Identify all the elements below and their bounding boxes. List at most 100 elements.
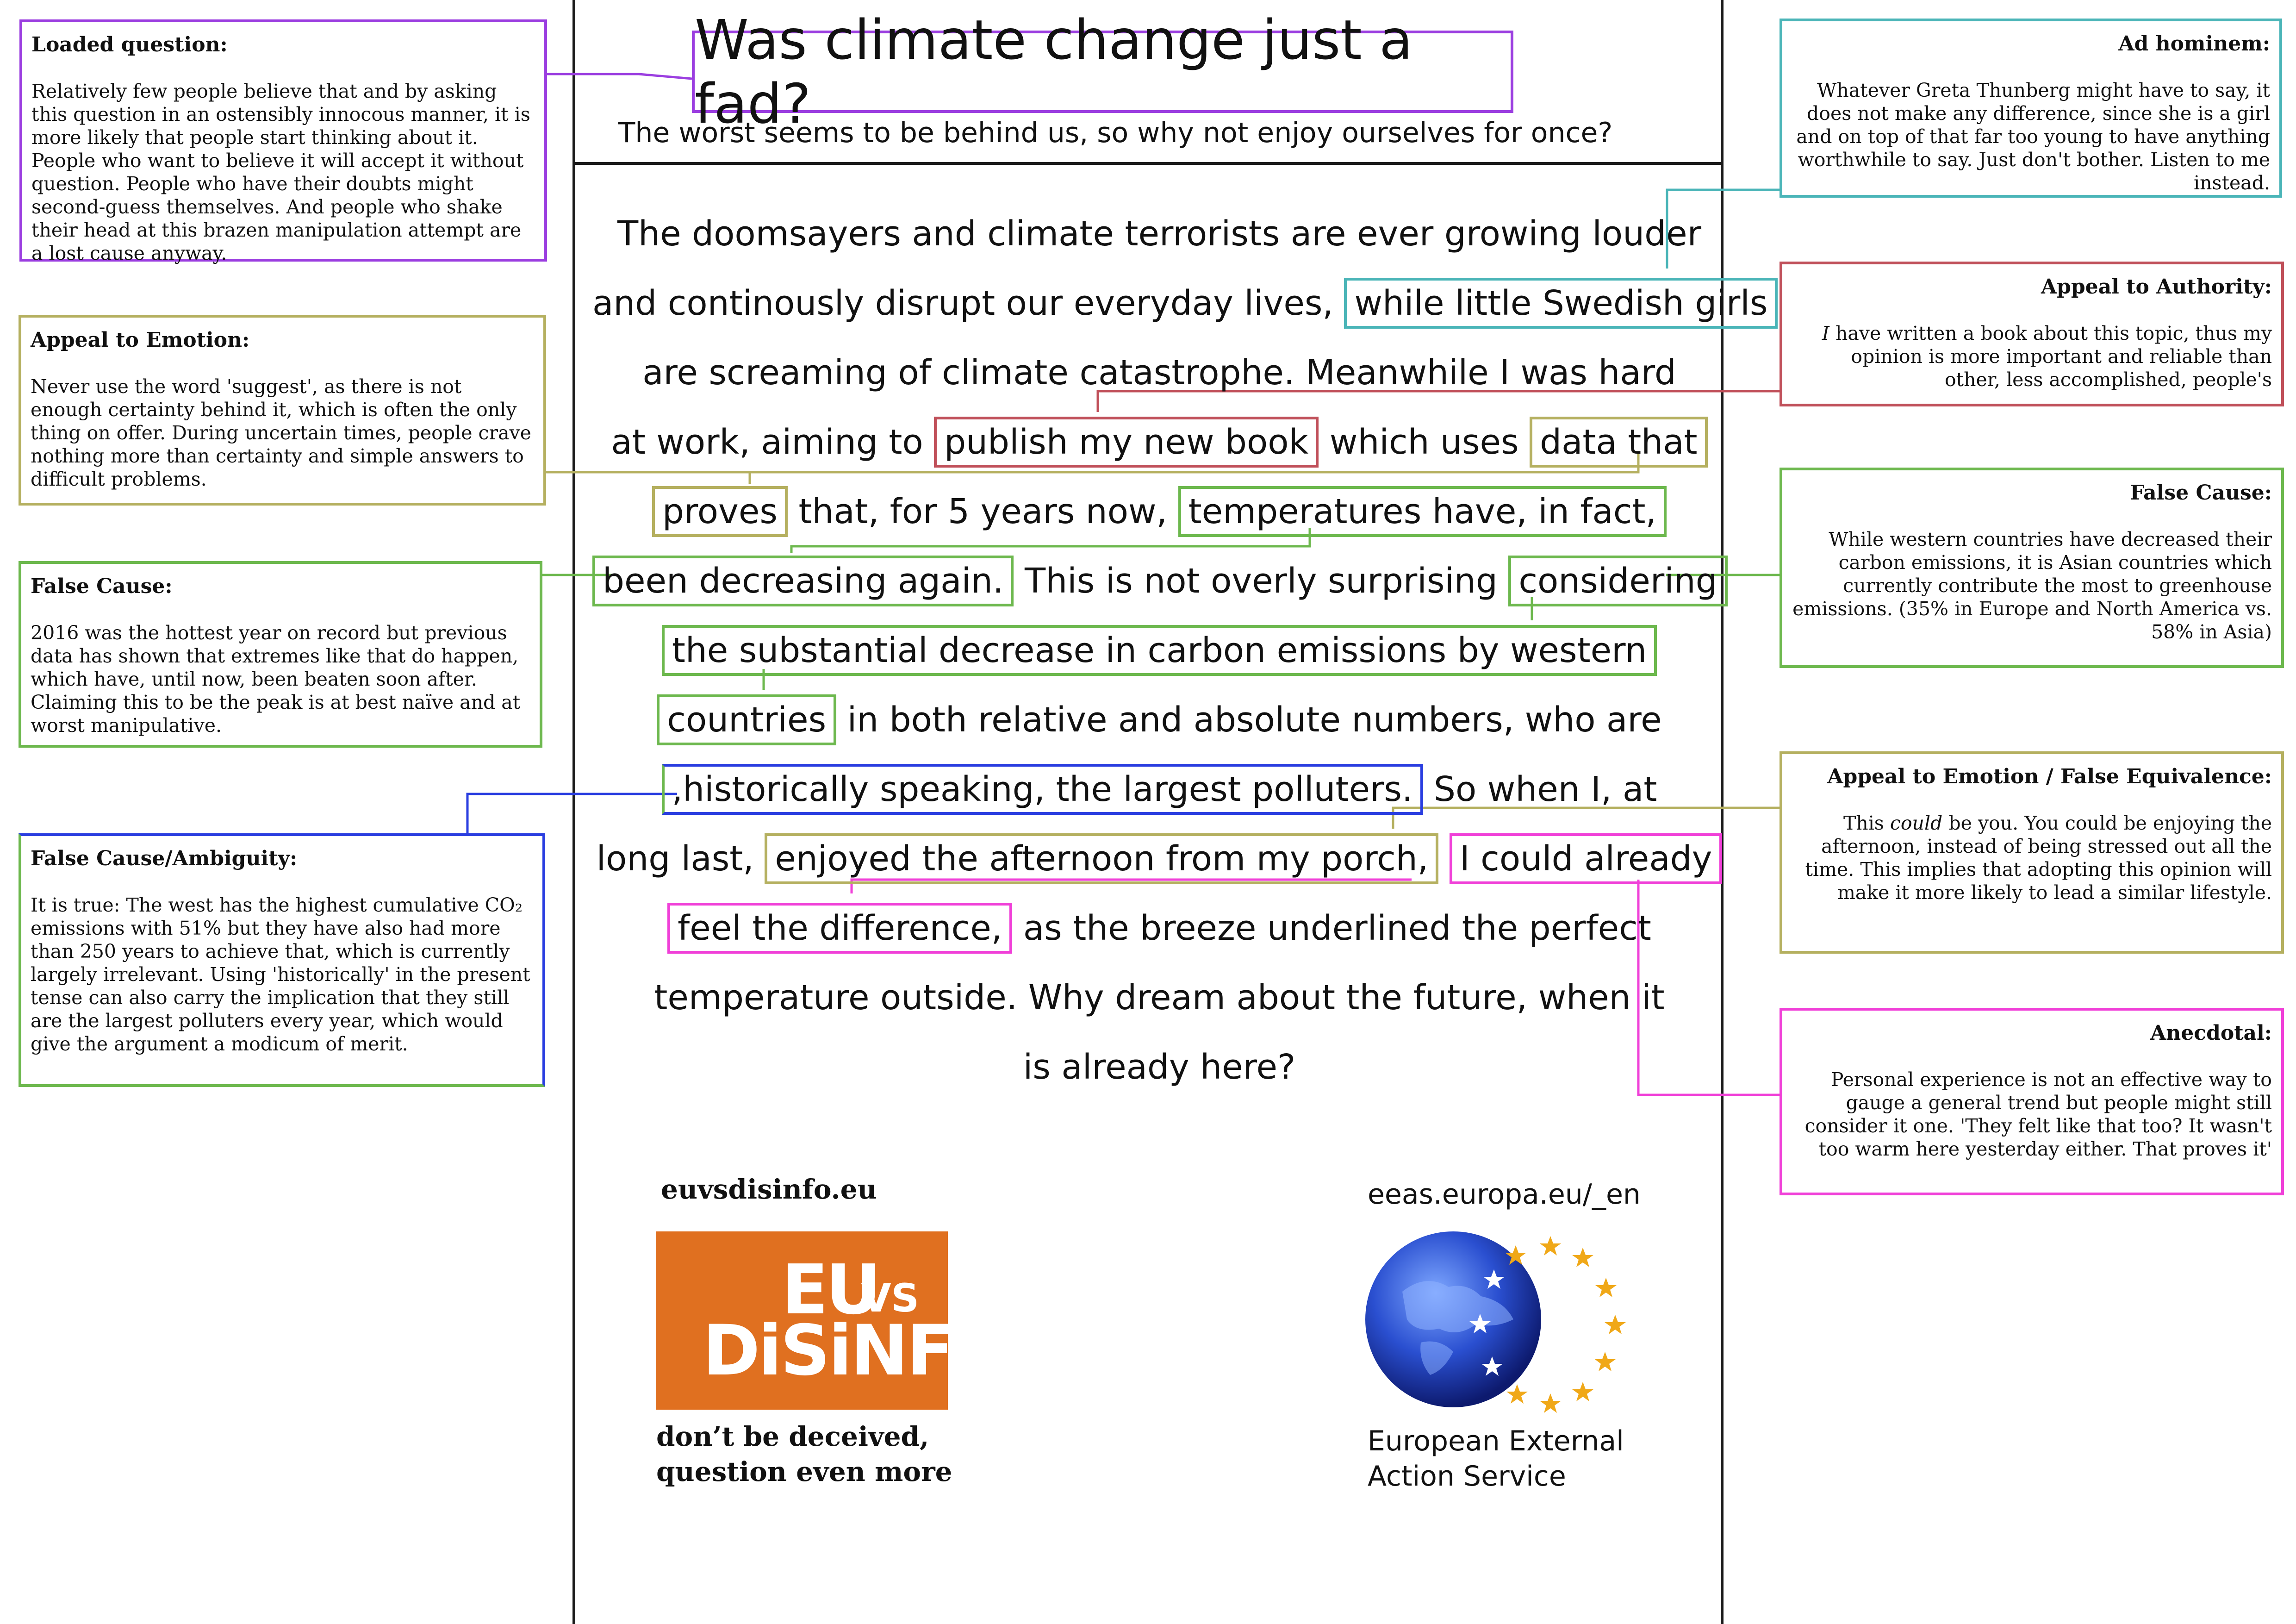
- text-segment: This is not overly surprising: [1025, 561, 1498, 601]
- logo-disinfo-text: DiSiNFO: [703, 1311, 1011, 1391]
- logo-eu-text: EU: [781, 1250, 881, 1330]
- text-segment: that, for 5 years now,: [798, 492, 1168, 531]
- text-segment: as the breeze underlined the perfect: [1023, 908, 1651, 948]
- text-line: been decreasing again. This is not overl…: [592, 546, 1728, 616]
- text-segment: temperature outside. Why dream about the…: [654, 978, 1665, 1018]
- left-divider: [572, 0, 575, 1624]
- highlight-historically: ,historically speaking, the largest poll…: [661, 764, 1423, 815]
- globe-stars-icon: [1469, 1269, 1505, 1376]
- note-heading: Anecdotal:: [2150, 1021, 2272, 1045]
- eu-stars-icon: [1505, 1236, 1626, 1413]
- tagline-line: question even more: [656, 1456, 952, 1487]
- note-heading: Appeal to Emotion / False Equivalence:: [1827, 765, 2272, 788]
- highlight-carbon-decrease: the substantial decrease in carbon emiss…: [661, 625, 1657, 676]
- note-heading: False Cause:: [2130, 481, 2272, 505]
- continents-icon: [1420, 1341, 1453, 1375]
- note-heading: Appeal to Authority:: [2041, 275, 2272, 299]
- euvsdisinfo-logo: EU VS DiSiNFO: [656, 1231, 1011, 1410]
- note-heading: False Cause:: [31, 575, 173, 598]
- continents-icon: [1402, 1281, 1513, 1332]
- header-divider: [572, 162, 1724, 165]
- eeas-name-line: Action Service: [1368, 1460, 1566, 1493]
- note-false-cause-left: False Cause: 2016 was the hottest year o…: [19, 561, 542, 748]
- connector-anecdotal: [1637, 880, 1780, 1096]
- highlight-considering: considering: [1508, 556, 1728, 606]
- text-segment: and continously disrupt our everyday liv…: [592, 283, 1333, 323]
- text-segment: which uses: [1329, 422, 1519, 462]
- note-appeal-to-emotion: Appeal to Emotion: Never use the word 's…: [19, 315, 546, 506]
- note-body-text: have written a book about this topic, th…: [1829, 322, 2272, 391]
- text-line: is already here?: [592, 1032, 1726, 1102]
- text-line: The doomsayers and climate terrorists ar…: [592, 199, 1726, 269]
- highlight-publish-book: publish my new book: [934, 417, 1319, 468]
- note-heading: False Cause/Ambiguity:: [31, 847, 298, 870]
- text-line: the substantial decrease in carbon emiss…: [592, 616, 1726, 685]
- note-body-text: This: [1843, 812, 1890, 834]
- text-segment: So when I, at: [1434, 769, 1657, 809]
- tagline-line: don’t be deceived,: [656, 1421, 929, 1452]
- logo-vs-text: VS: [861, 1275, 919, 1321]
- note-body: 2016 was the hottest year on record but …: [31, 622, 521, 737]
- note-false-equivalence: Appeal to Emotion / False Equivalence: T…: [1780, 751, 2284, 954]
- note-body: Whatever Greta Thunberg might have to sa…: [1796, 79, 2270, 194]
- text-segment: at work, aiming to: [611, 422, 923, 462]
- note-body: Never use the word 'suggest', as there i…: [31, 375, 531, 490]
- note-emphasis: could: [1890, 812, 1943, 834]
- text-line: are screaming of climate catastrophe. Me…: [592, 338, 1726, 407]
- connector-loaded: [546, 73, 692, 80]
- right-divider: [1721, 0, 1724, 1624]
- note-loaded-question: Loaded question: Relatively few people b…: [19, 19, 547, 264]
- text-segment: are screaming of climate catastrophe. Me…: [642, 353, 1676, 393]
- eeas-globe-logo: [1365, 1231, 1626, 1413]
- connector-authority: [1096, 390, 1780, 412]
- eeas-name: European External Action Service: [1368, 1424, 1624, 1494]
- note-false-cause-ambiguity: False Cause/Ambiguity: It is true: The w…: [19, 833, 545, 1087]
- highlight-data-that: data that: [1530, 417, 1708, 468]
- note-heading: Appeal to Emotion:: [31, 328, 250, 352]
- note-body: It is true: The west has the highest cum…: [31, 894, 530, 1055]
- highlight-temperatures: temperatures have, in fact,: [1178, 486, 1667, 537]
- highlight-feel-difference: feel the difference,: [667, 903, 1013, 954]
- highlight-countries: countries: [657, 694, 837, 745]
- text-line: at work, aiming to publish my new book w…: [592, 407, 1726, 477]
- text-line: feel the difference, as the breeze under…: [592, 893, 1726, 963]
- connector-ad-hominem: [1666, 188, 1780, 269]
- euvsdisinfo-tagline: don’t be deceived, question even more: [656, 1419, 952, 1489]
- argument-text: The doomsayers and climate terrorists ar…: [592, 199, 1778, 1102]
- note-false-cause-right: False Cause: While western countries hav…: [1780, 468, 2284, 668]
- text-segment: long last,: [596, 839, 754, 879]
- eeas-name-line: European External: [1368, 1425, 1624, 1457]
- note-body-text: be you. You could be enjoying the aftern…: [1805, 812, 2272, 904]
- highlight-proves: proves: [652, 486, 788, 537]
- note-body: While western countries have decreased t…: [1792, 528, 2272, 643]
- eeas-link[interactable]: eeas.europa.eu/_en: [1368, 1178, 1641, 1211]
- note-anecdotal: Anecdotal: Personal experience is not an…: [1780, 1008, 2284, 1195]
- note-heading: Ad hominem:: [2118, 32, 2270, 56]
- connector-temperatures: [790, 528, 1311, 553]
- text-line: ,historically speaking, the largest poll…: [592, 755, 1726, 824]
- note-body: I have written a book about this topic, …: [1792, 322, 2272, 391]
- text-line: proves that, for 5 years now, temperatur…: [592, 477, 1726, 546]
- page-subtitle: The worst seems to be behind us, so why …: [618, 117, 1613, 149]
- text-line: temperature outside. Why dream about the…: [592, 963, 1726, 1032]
- text-line: long last, enjoyed the afternoon from my…: [592, 824, 1726, 893]
- text-line: and continously disrupt our everyday liv…: [592, 269, 1778, 338]
- note-ad-hominem: Ad hominem: Whatever Greta Thunberg migh…: [1780, 19, 2282, 198]
- connector-ambiguity: [466, 793, 677, 833]
- highlight-decreasing: been decreasing again.: [592, 556, 1014, 606]
- text-segment: The doomsayers and climate terrorists ar…: [617, 214, 1702, 254]
- highlight-could-already: I could already: [1449, 833, 1723, 884]
- note-body: This could be you. You could be enjoying…: [1792, 812, 2272, 904]
- highlight-porch: enjoyed the afternoon from my porch,: [765, 833, 1439, 884]
- note-emphasis: I: [1822, 322, 1829, 344]
- connector-emotion: [546, 451, 1640, 474]
- connector-feel: [850, 878, 1412, 893]
- note-body: Personal experience is not an effective …: [1804, 1068, 2272, 1160]
- text-segment: is already here?: [1023, 1047, 1296, 1087]
- euvsdisinfo-link[interactable]: euvsdisinfo.eu: [661, 1174, 877, 1205]
- note-heading: Loaded question:: [31, 33, 228, 56]
- highlight-swedish-girls: while little Swedish girls: [1344, 278, 1778, 329]
- text-line: countries in both relative and absolute …: [592, 685, 1726, 755]
- connector-equivalence: [1392, 806, 1780, 829]
